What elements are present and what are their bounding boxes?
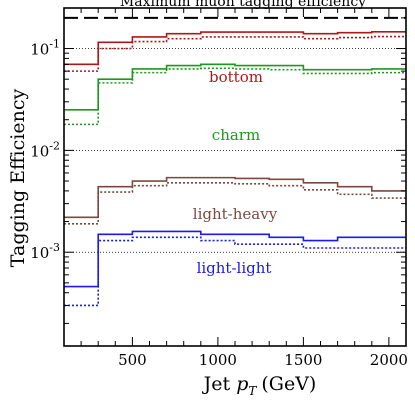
tick-labels: 500 1000 1500 2000 10-3 10-2 10-1 xyxy=(30,38,408,369)
y-axis-title: Tagging Efficiency xyxy=(7,89,29,268)
x-tick-label: 500 xyxy=(118,351,147,369)
series-labels: bottom charm light-heavy light-light xyxy=(193,68,278,277)
series-bottom-solid xyxy=(64,30,406,66)
reference-lines xyxy=(64,48,406,253)
x-tick-label: 1000 xyxy=(199,351,237,369)
max-efficiency-label: Maximum muon tagging efficiency xyxy=(120,0,366,10)
series-label-charm: charm xyxy=(212,126,260,144)
x-tick-label: 2000 xyxy=(370,351,408,369)
series-light-heavy-dotted xyxy=(64,182,406,225)
series-label-light-light: light-light xyxy=(197,259,272,277)
x-tick-label: 1500 xyxy=(284,351,322,369)
series-charm-dotted xyxy=(64,67,406,126)
series-label-bottom: bottom xyxy=(209,68,263,86)
series-light-light-dotted xyxy=(64,236,406,307)
y-tick-label: 10-1 xyxy=(30,38,60,59)
series-light-light-solid xyxy=(64,230,406,288)
series-bottom-dotted xyxy=(64,35,406,72)
series-layer xyxy=(64,30,406,307)
x-axis-title: Jet pT (GeV) xyxy=(202,373,317,398)
y-tick-label: 10-2 xyxy=(30,139,60,160)
y-tick-label: 10-3 xyxy=(30,241,60,262)
annotation-layer: Maximum muon tagging efficiency xyxy=(64,0,406,19)
axis-ticks xyxy=(64,8,406,346)
series-charm-solid xyxy=(64,63,406,111)
series-light-heavy-solid xyxy=(64,176,406,219)
series-label-light-heavy: light-heavy xyxy=(193,205,278,223)
